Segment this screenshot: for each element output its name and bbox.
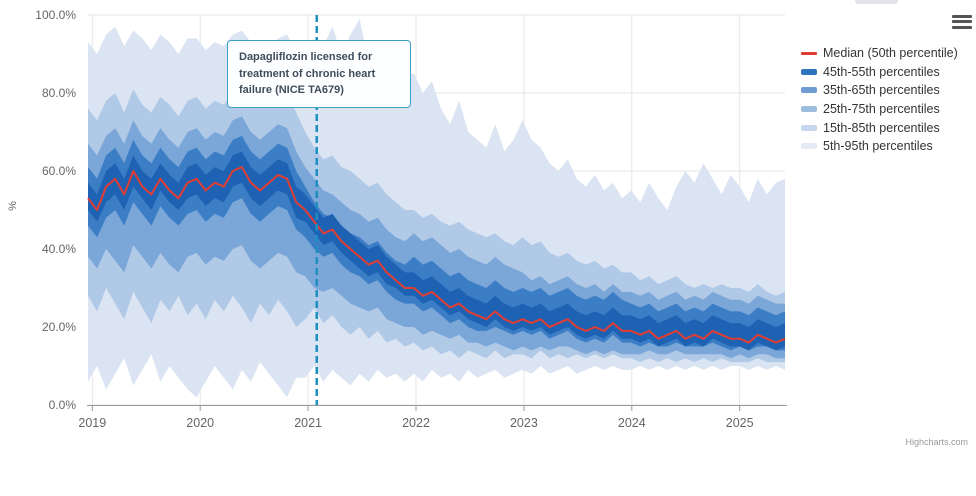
x-axis-label: 2024: [618, 416, 646, 430]
annotation-text: Dapagliflozin licensed for treatment of …: [239, 51, 376, 96]
legend-item-45th-55th-percentiles[interactable]: 45th-55th percentiles: [801, 63, 958, 82]
legend-item-label: 5th-95th percentiles: [823, 139, 933, 154]
x-axis-label: 2019: [78, 416, 106, 430]
legend-item-label: 25th-75th percentiles: [823, 102, 940, 117]
y-axis-label: 0.0%: [49, 398, 77, 412]
legend: Median (50th percentile) 45th-55th percen…: [801, 44, 958, 156]
band-45th-55th-percentiles: [88, 151, 785, 351]
legend-item-label: 35th-65th percentiles: [823, 83, 940, 98]
legend-item-35th-65th-percentiles[interactable]: 35th-65th percentiles: [801, 81, 958, 100]
hamburger-icon: [950, 14, 974, 29]
y-axis-label: 20.0%: [42, 320, 76, 334]
legend-item-15th-85th-percentiles[interactable]: 15th-85th percentiles: [801, 118, 958, 137]
legend-band-swatch: [801, 143, 817, 150]
legend-line-swatch: [801, 52, 817, 55]
x-axis-label: 2020: [186, 416, 214, 430]
legend-item-5th-95th-percentiles[interactable]: 5th-95th percentiles: [801, 137, 958, 156]
chart-context-menu-button[interactable]: [948, 9, 976, 33]
x-axis-label: 2021: [294, 416, 322, 430]
legend-item-25th-75th-percentiles[interactable]: 25th-75th percentiles: [801, 100, 958, 119]
legend-item-label: 45th-55th percentiles: [823, 64, 940, 79]
legend-band-swatch: [801, 106, 817, 113]
legend-item-label: 15th-85th percentiles: [823, 120, 940, 135]
y-axis-label: 100.0%: [35, 8, 76, 22]
y-axis-label: 60.0%: [42, 164, 76, 178]
y-axis-label: 80.0%: [42, 86, 76, 100]
y-axis-title: %: [6, 201, 19, 211]
y-axis-label: 40.0%: [42, 242, 76, 256]
median-line: [87, 166, 786, 344]
annotation-callout: Dapagliflozin licensed for treatment of …: [227, 40, 411, 108]
legend-band-swatch: [801, 87, 817, 94]
legend-band-swatch: [801, 68, 817, 75]
highcharts-credits-link[interactable]: Highcharts.com: [905, 437, 968, 447]
x-axis-label: 2025: [726, 416, 754, 430]
legend-band-swatch: [801, 124, 817, 131]
x-axis-label: 2022: [402, 416, 430, 430]
x-axis-label: 2023: [510, 416, 538, 430]
legend-item-label: Median (50th percentile): [823, 46, 958, 61]
legend-item-median-50th-percentile-[interactable]: Median (50th percentile): [801, 44, 958, 63]
cropped-button-edge: [855, 0, 898, 4]
fan-chart: 2019 2020 2021 2022 2023 2024 2025 0.0% 20.0% 40.…: [35, 8, 787, 430]
